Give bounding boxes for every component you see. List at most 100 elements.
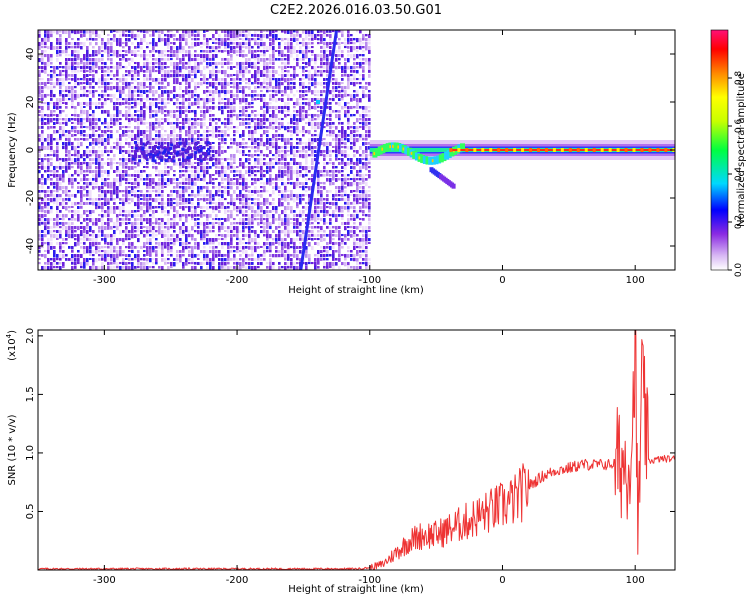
heatmap-cell <box>341 70 344 73</box>
heatmap-cell <box>350 66 353 70</box>
heatmap-cell <box>236 230 239 234</box>
heatmap-cell <box>59 54 62 57</box>
heatmap-cell <box>350 190 353 193</box>
heatmap-cell <box>329 234 332 239</box>
heatmap-cell <box>38 66 41 69</box>
heatmap-cell <box>260 178 263 181</box>
heatmap-cell <box>44 38 47 42</box>
heatmap-cell <box>218 226 221 231</box>
heatmap-cell <box>113 210 116 214</box>
heatmap-cell <box>299 182 302 185</box>
heatmap-cell <box>269 178 272 182</box>
heatmap-cell <box>179 238 182 242</box>
heatmap-cell <box>188 90 191 94</box>
heatmap-cell <box>245 234 248 237</box>
heatmap-cell <box>290 138 293 141</box>
heatmap-cell <box>80 206 83 209</box>
heatmap-cell <box>140 106 143 111</box>
heatmap-cell <box>338 162 341 165</box>
heatmap-cell <box>140 162 143 165</box>
heatmap-cell <box>344 90 347 95</box>
heatmap-cell <box>338 114 341 119</box>
heatmap-cell <box>278 198 281 203</box>
heatmap-cell <box>83 70 86 73</box>
heatmap-cell <box>176 98 179 102</box>
heatmap-cell <box>347 214 350 217</box>
heatmap-cell <box>137 206 140 210</box>
heatmap-cell <box>332 262 335 267</box>
heatmap-cell <box>92 266 95 269</box>
heatmap-cell <box>155 138 158 142</box>
heatmap-cell <box>170 238 173 241</box>
heatmap-cell <box>188 130 191 135</box>
heatmap-cell <box>290 90 293 94</box>
heatmap-cell <box>230 214 233 219</box>
heatmap-cell <box>164 50 167 53</box>
heatmap-cell <box>65 70 68 74</box>
heatmap-cell <box>296 142 299 145</box>
heatmap-cell <box>326 114 329 117</box>
heatmap-cell <box>266 90 269 93</box>
heatmap-cell <box>188 74 191 79</box>
heatmap-cell <box>260 166 263 171</box>
heatmap-cell <box>299 98 302 101</box>
heatmap-cell <box>128 126 131 129</box>
heatmap-cell <box>344 198 347 203</box>
heatmap-cell <box>149 202 152 206</box>
heatmap-cell <box>68 154 71 159</box>
heatmap-cell <box>71 58 74 62</box>
heatmap-cell <box>89 182 92 186</box>
heatmap-cell <box>83 30 86 34</box>
heatmap-cell <box>293 114 296 119</box>
heatmap-cell <box>236 50 239 53</box>
heatmap-cell <box>161 174 164 178</box>
heatmap-cell <box>176 198 179 202</box>
heatmap-cell <box>149 74 152 78</box>
heatmap-cell <box>167 114 170 117</box>
heatmap-cell <box>266 262 269 265</box>
heatmap-cell <box>74 58 77 62</box>
heatmap-cell <box>152 222 155 225</box>
heatmap-cell <box>302 154 305 159</box>
heatmap-cell <box>305 130 308 134</box>
heatmap-cell <box>215 186 218 189</box>
heatmap-cell <box>50 142 53 146</box>
heatmap-cell <box>158 162 161 165</box>
heatmap-cell <box>158 174 161 177</box>
heatmap-cell <box>272 70 275 74</box>
heatmap-cell <box>101 202 104 206</box>
heatmap-cell <box>233 250 236 253</box>
heatmap-cell <box>173 34 176 37</box>
heatmap-cell <box>38 126 41 129</box>
heatmap-cell <box>320 102 323 105</box>
heatmap-cell <box>224 42 227 47</box>
heatmap-cell <box>224 258 227 262</box>
heatmap-cell <box>125 114 128 119</box>
heatmap-cell <box>260 118 263 123</box>
heatmap-cell <box>188 126 191 130</box>
heatmap-cell <box>269 262 272 267</box>
heatmap-cell <box>89 210 92 215</box>
heatmap-cell <box>209 114 212 118</box>
heatmap-cell <box>215 166 218 169</box>
heatmap-cell <box>188 166 191 169</box>
heatmap-cell <box>215 246 218 249</box>
heatmap-cell <box>206 110 209 114</box>
heatmap-cell <box>254 42 257 46</box>
heatmap-cell <box>248 194 251 199</box>
heatmap-cell <box>239 30 242 34</box>
heatmap-cell <box>155 238 158 241</box>
heatmap-cell <box>278 126 281 131</box>
heatmap-cell <box>131 186 134 191</box>
heatmap-cell <box>350 38 353 42</box>
heatmap-cell <box>293 250 296 254</box>
heatmap-cell <box>200 174 203 177</box>
heatmap-cell <box>215 218 218 221</box>
heatmap-cell <box>305 122 308 125</box>
heatmap-cell <box>344 150 347 154</box>
heatmap-cell <box>149 158 152 161</box>
heatmap-cell <box>218 102 221 105</box>
heatmap-cell <box>104 110 107 114</box>
heatmap-cell <box>272 182 275 185</box>
heatmap-cell <box>329 110 332 115</box>
